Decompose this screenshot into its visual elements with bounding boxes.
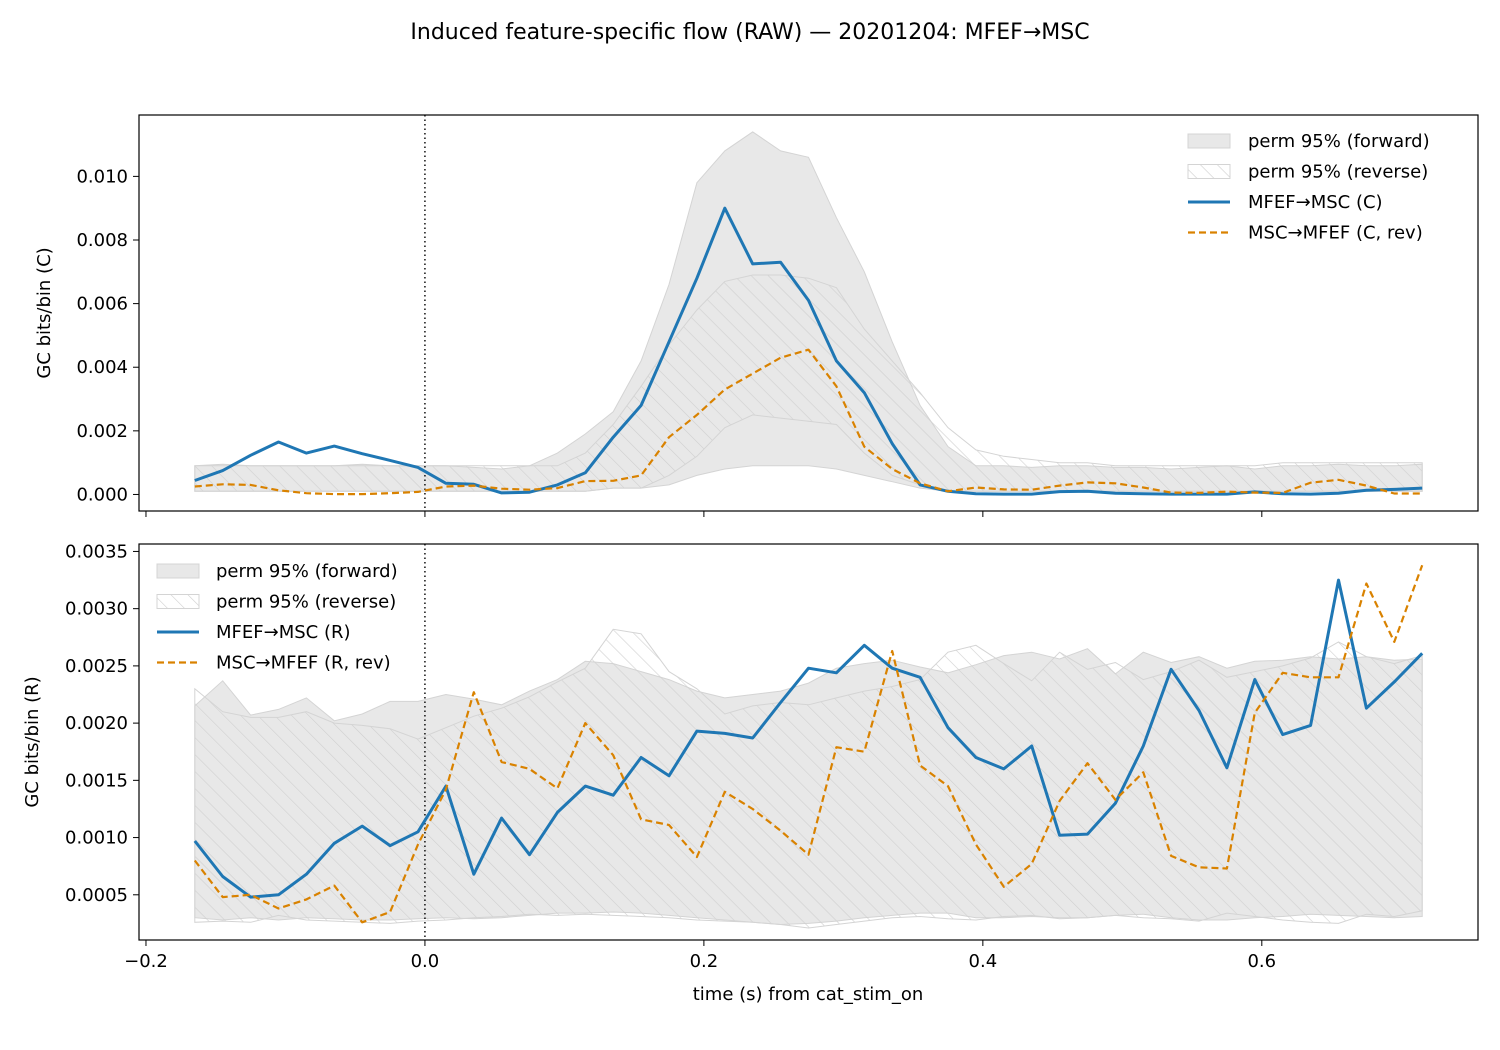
band-reverse	[194, 628, 1423, 929]
legend-item-reverse: MSC→MFEF (R, rev)	[216, 653, 391, 674]
series-line-reverse	[193, 564, 1424, 924]
legend-item-band-reverse: perm 95% (reverse)	[216, 592, 396, 613]
plot-area	[193, 544, 1424, 940]
y-tick-label: 0.010	[76, 166, 128, 187]
series-line-forward	[194, 206, 1423, 496]
axes-frame	[138, 543, 1479, 941]
series-line-reverse	[194, 348, 1423, 496]
series-line-forward	[193, 578, 1424, 899]
panel-bottom-chart: −0.2 0.0 0.2 0.4 0.6 0.0005 0.0010 0.0015 0.0020…	[22, 541, 1479, 972]
y-tick-label: 0.0030	[65, 599, 128, 620]
y-tick-label: 0.0035	[65, 541, 128, 562]
legend: perm 95% (forward) perm 95% (reverse) MFEF…	[156, 561, 398, 674]
y-tick-label: 0.002	[76, 421, 128, 442]
axes-frame	[138, 114, 1479, 512]
band-reverse	[194, 274, 1423, 492]
y-tick-label: 0.0015	[65, 770, 128, 791]
y-axis-label: GC bits/bin (R)	[22, 676, 43, 807]
panel-top-chart: 0.000 0.002 0.004 0.006 0.008 0.010 GC bits/bi…	[34, 114, 1479, 517]
legend-item-band-reverse: perm 95% (reverse)	[1248, 162, 1428, 183]
x-tick-label: 0.2	[690, 951, 719, 972]
y-tick-label: 0.0010	[65, 828, 128, 849]
legend: perm 95% (forward) perm 95% (reverse) MFEF…	[1187, 131, 1430, 244]
legend-item-reverse: MSC→MFEF (C, rev)	[1248, 223, 1423, 244]
plot-area	[194, 115, 1423, 511]
legend-swatch-band-reverse	[156, 594, 200, 609]
y-tick-label: 0.006	[76, 294, 128, 315]
y-tick-label: 0.008	[76, 230, 128, 251]
y-tick-label: 0.0020	[65, 713, 128, 734]
legend-item-band-forward: perm 95% (forward)	[216, 561, 398, 582]
legend-swatch-band-forward	[1187, 133, 1231, 149]
legend-swatch-band-forward	[156, 563, 200, 579]
y-tick-label: 0.0005	[65, 885, 128, 906]
figure-title: Induced feature-specific flow (RAW) — 20…	[410, 20, 1089, 45]
y-tick-label: 0.000	[76, 484, 128, 505]
legend-swatch-band-reverse	[1187, 164, 1231, 179]
y-tick-label: 0.0025	[65, 656, 128, 677]
x-tick-label: 0.0	[411, 951, 440, 972]
legend-item-band-forward: perm 95% (forward)	[1248, 131, 1430, 152]
x-tick-label: −0.2	[124, 951, 168, 972]
x-tick-label: 0.6	[1247, 951, 1276, 972]
legend-item-forward: MFEF→MSC (R)	[216, 622, 351, 643]
x-axis-label: time (s) from cat_stim_on	[693, 984, 924, 1005]
y-axis-label: GC bits/bin (C)	[34, 247, 55, 378]
x-tick-label: 0.4	[969, 951, 998, 972]
legend-item-forward: MFEF→MSC (C)	[1248, 192, 1383, 213]
y-tick-label: 0.004	[76, 357, 128, 378]
